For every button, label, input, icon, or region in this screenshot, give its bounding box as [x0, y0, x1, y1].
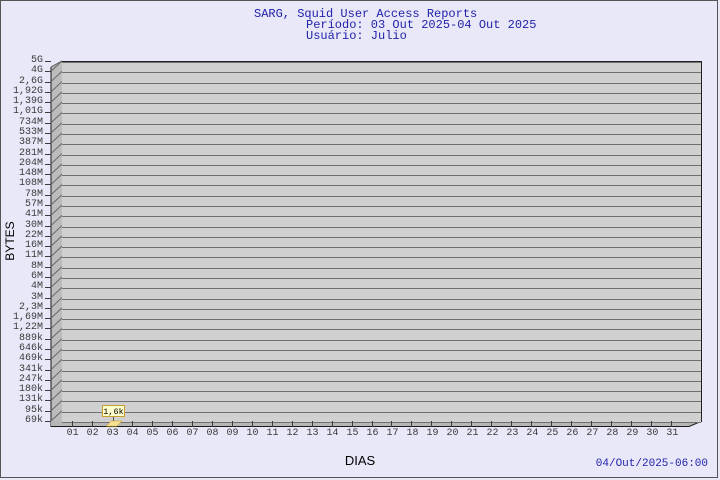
svg-text:1,6k: 1,6k: [103, 407, 123, 417]
